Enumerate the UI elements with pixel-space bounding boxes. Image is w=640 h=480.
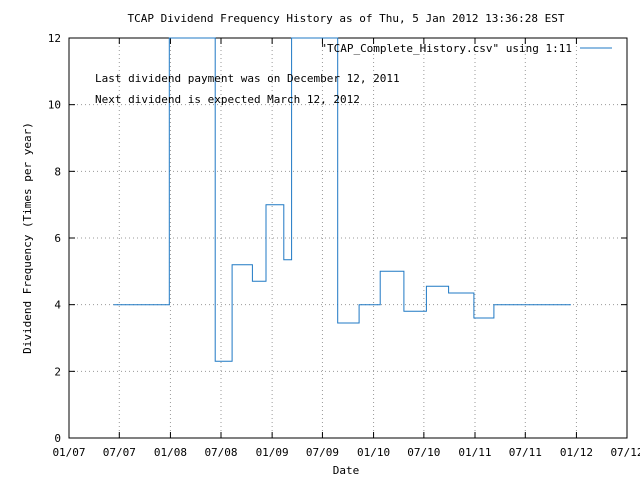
y-tick-labels: 0 2 4 6 8 10 12 [48,32,62,445]
series-line [113,37,571,362]
x-tick-label: 01/08 [154,446,187,459]
y-tick-label: 6 [54,232,61,245]
x-tick-label: 07/10 [407,446,440,459]
legend-label: "TCAP_Complete_History.csv" using 1:11 [320,42,572,55]
axis-ticks [68,37,628,439]
y-axis-label: Dividend Frequency (Times per year) [21,122,34,354]
x-tick-label: 07/08 [204,446,237,459]
legend: "TCAP_Complete_History.csv" using 1:11 [320,42,612,55]
x-tick-label: 07/09 [306,446,339,459]
x-tick-label: 01/10 [357,446,390,459]
y-tick-label: 4 [54,299,61,312]
x-axis-label: Date [333,464,360,477]
y-tick-label: 8 [54,165,61,178]
annotation-last-dividend: Last dividend payment was on December 12… [95,72,400,85]
y-tick-label: 2 [54,365,61,378]
x-tick-label: 01/07 [52,446,85,459]
chart-title: TCAP Dividend Frequency History as of Th… [127,12,564,25]
y-tick-label: 0 [54,432,61,445]
x-tick-label: 07/12 [610,446,640,459]
x-tick-label: 01/09 [256,446,289,459]
y-tick-label: 10 [48,99,61,112]
x-tick-labels: 01/07 07/07 01/08 07/08 01/09 07/09 01/10 07/10… [52,446,640,459]
annotation-next-dividend: Next dividend is expected March 12, 2012 [95,93,360,106]
x-tick-label: 01/12 [560,446,593,459]
y-tick-label: 12 [48,32,61,45]
x-tick-label: 07/07 [103,446,136,459]
x-tick-label: 07/11 [509,446,542,459]
x-tick-label: 01/11 [458,446,491,459]
